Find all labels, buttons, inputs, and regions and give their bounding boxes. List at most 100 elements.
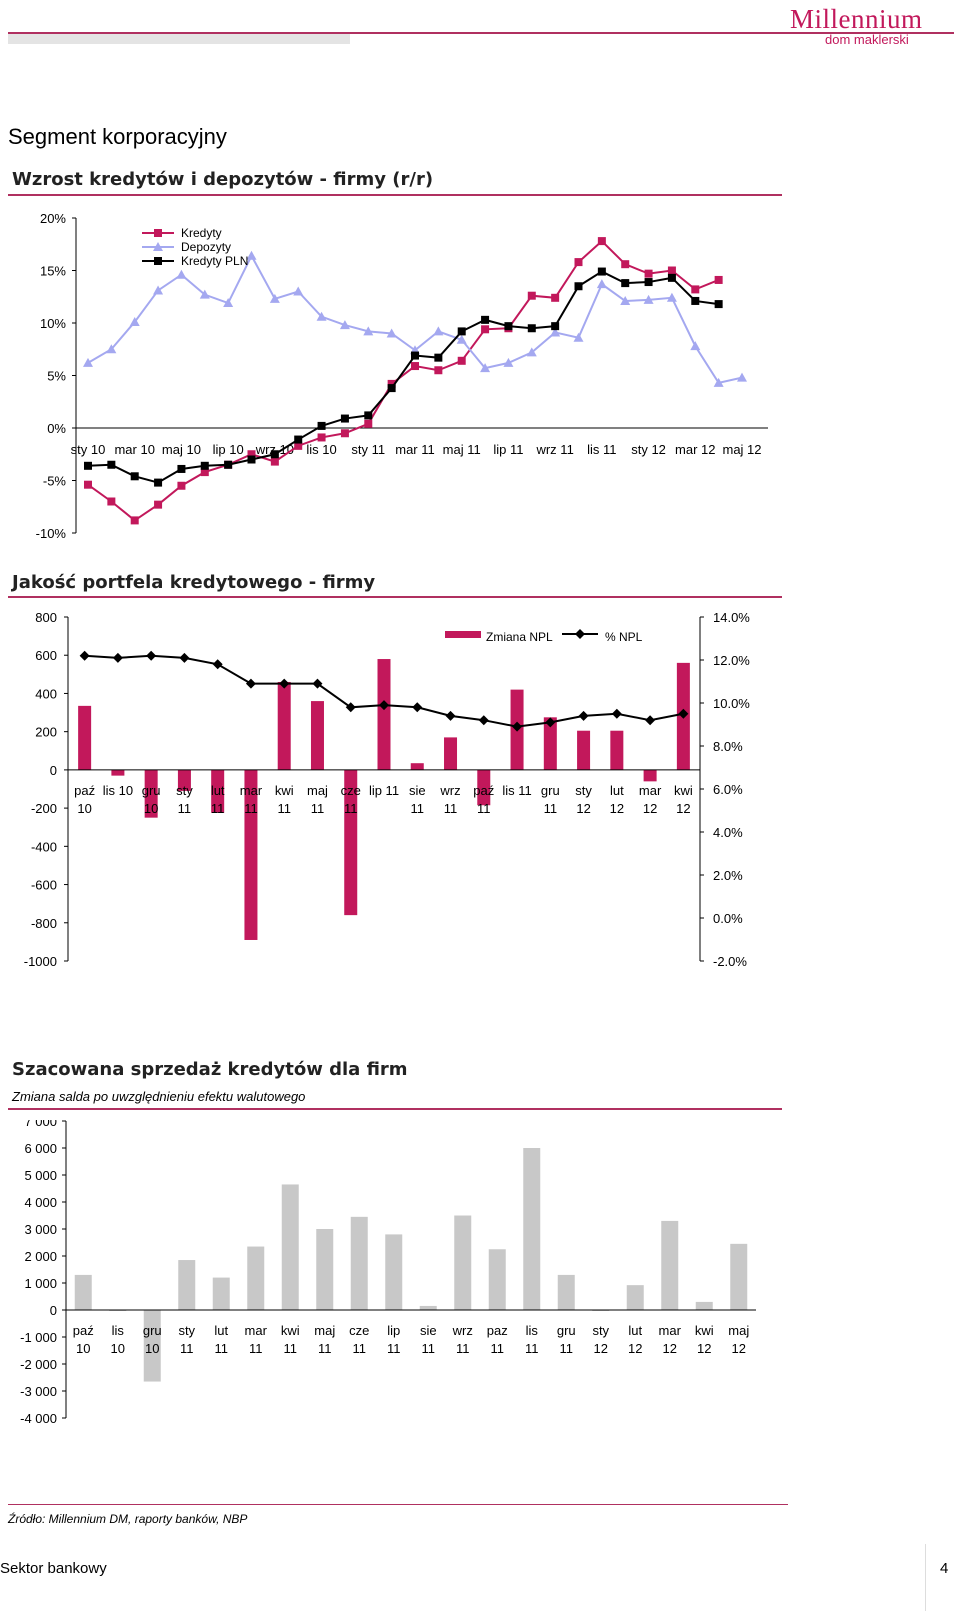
x-tick-label: maj 11	[443, 442, 481, 457]
section-title: Segment korporacyjny	[8, 124, 227, 149]
footer-page-box	[925, 1544, 960, 1611]
y-tick-label: 5%	[47, 369, 66, 384]
npl-ratio-point	[312, 678, 323, 689]
npl-ratio-point	[279, 678, 290, 689]
sales-bar	[454, 1215, 472, 1310]
x-tick-label: 11	[344, 801, 358, 816]
x-tick-label: 12	[643, 801, 657, 816]
sales-bar	[661, 1220, 679, 1310]
x-tick-label: maj	[728, 1323, 749, 1338]
series-2-point	[504, 322, 513, 331]
x-tick-label: kwi	[275, 783, 294, 798]
x-tick-label: lip 11	[369, 783, 399, 798]
right-tick-label: 10.0%	[713, 696, 750, 711]
x-tick-label: lis 11	[502, 783, 531, 798]
x-tick-label: 12	[610, 801, 624, 816]
x-tick-label: sie	[420, 1323, 437, 1338]
left-tick-label: -200	[31, 801, 57, 816]
x-tick-label: gru	[143, 1323, 162, 1338]
series-0-point	[621, 260, 630, 269]
npl-ratio-point	[379, 700, 389, 711]
x-tick-label: 12	[576, 801, 590, 816]
series-2-point	[224, 460, 233, 469]
series-1-point	[363, 326, 374, 336]
npl-change-bar	[610, 730, 624, 770]
series-1-point	[480, 363, 491, 373]
chart3-subtitle: Zmiana salda po uwzględnieniu efektu wal…	[12, 1089, 306, 1104]
legend-marker	[575, 629, 585, 639]
series-0-point	[84, 480, 92, 489]
series-2-point	[644, 278, 653, 287]
x-tick-label: sty 12	[631, 442, 666, 457]
x-tick-label: 11	[178, 801, 192, 816]
right-tick-label: -2.0%	[713, 954, 747, 969]
x-tick-label: lut	[628, 1323, 642, 1338]
x-tick-label: sty 11	[351, 442, 385, 457]
series-1-point	[83, 357, 93, 367]
sales-bar	[316, 1229, 334, 1310]
right-tick-label: 14.0%	[713, 610, 750, 625]
x-tick-label: 11	[444, 801, 458, 816]
x-tick-label: 11	[411, 801, 425, 816]
y-tick-label: 10%	[40, 316, 66, 331]
series-line-0	[87, 239, 720, 522]
x-tick-label: sty 10	[71, 442, 106, 457]
x-tick-label: lut	[214, 1323, 228, 1338]
legend-label: % NPL	[605, 630, 643, 644]
series-1-point	[199, 289, 210, 299]
chart1-title-rule	[8, 194, 782, 196]
x-tick-label: sty	[178, 1323, 195, 1338]
x-tick-label: paź	[74, 783, 95, 798]
sales-bar	[419, 1305, 437, 1310]
series-2-point	[247, 455, 256, 464]
x-tick-label: 10	[77, 801, 91, 816]
npl-ratio-point	[611, 708, 622, 719]
x-tick-label: 11	[311, 801, 325, 816]
y-tick-label: 5 000	[24, 1168, 57, 1183]
series-2-point	[621, 279, 630, 288]
npl-ratio-point	[146, 650, 157, 661]
sales-bar	[178, 1260, 196, 1310]
y-tick-label: -10%	[36, 526, 67, 541]
growth-line-chart: 20% 15% 10% 5% 0% -5% -10% sty 10 mar 10 maj 10 li…	[36, 211, 768, 541]
x-tick-label: lis 10	[103, 783, 133, 798]
series-1-point	[153, 285, 164, 295]
series-0-point	[247, 450, 256, 459]
x-tick-label: wrz 11	[535, 442, 573, 457]
series-2-point	[317, 421, 326, 430]
series-1-point	[129, 316, 140, 326]
x-tick-label: paz	[487, 1323, 508, 1338]
x-tick-label: gru	[142, 783, 161, 798]
npl-change-bar	[377, 659, 391, 770]
y-tick-label: 0%	[47, 421, 66, 436]
series-2-point	[714, 300, 723, 309]
y-tick-label: -4 000	[20, 1411, 57, 1426]
series-2-point	[270, 450, 279, 459]
legend-label: Zmiana NPL	[486, 630, 553, 644]
footer-rule	[8, 1504, 788, 1505]
x-tick-label: 11	[215, 1341, 229, 1356]
npl-change-bar	[211, 769, 225, 813]
x-tick-label: lip 11	[493, 442, 523, 457]
legend-marker	[153, 242, 163, 251]
series-0-point	[387, 379, 396, 388]
x-tick-label: 11	[180, 1341, 194, 1356]
right-tick-label: 4.0%	[713, 825, 743, 840]
x-tick-label: cze	[349, 1323, 369, 1338]
x-tick-label: gru	[541, 783, 560, 798]
x-tick-label: mar	[659, 1323, 682, 1338]
series-0-point	[340, 429, 349, 438]
series-2-point	[154, 478, 163, 487]
x-tick-label: lis	[526, 1323, 539, 1338]
left-tick-label: 0	[50, 763, 57, 778]
sales-bar	[557, 1274, 575, 1310]
left-tick-label: -800	[31, 916, 57, 931]
sales-bar	[281, 1184, 299, 1310]
x-tick-label: lip	[387, 1323, 400, 1338]
header-rule	[8, 32, 954, 34]
series-2-point	[527, 324, 536, 333]
x-tick-label: paź	[73, 1323, 94, 1338]
chart1-title: Wzrost kredytów i depozytów - firmy (r/r…	[12, 169, 434, 190]
sales-bar	[523, 1148, 541, 1310]
series-2-point	[551, 322, 560, 331]
